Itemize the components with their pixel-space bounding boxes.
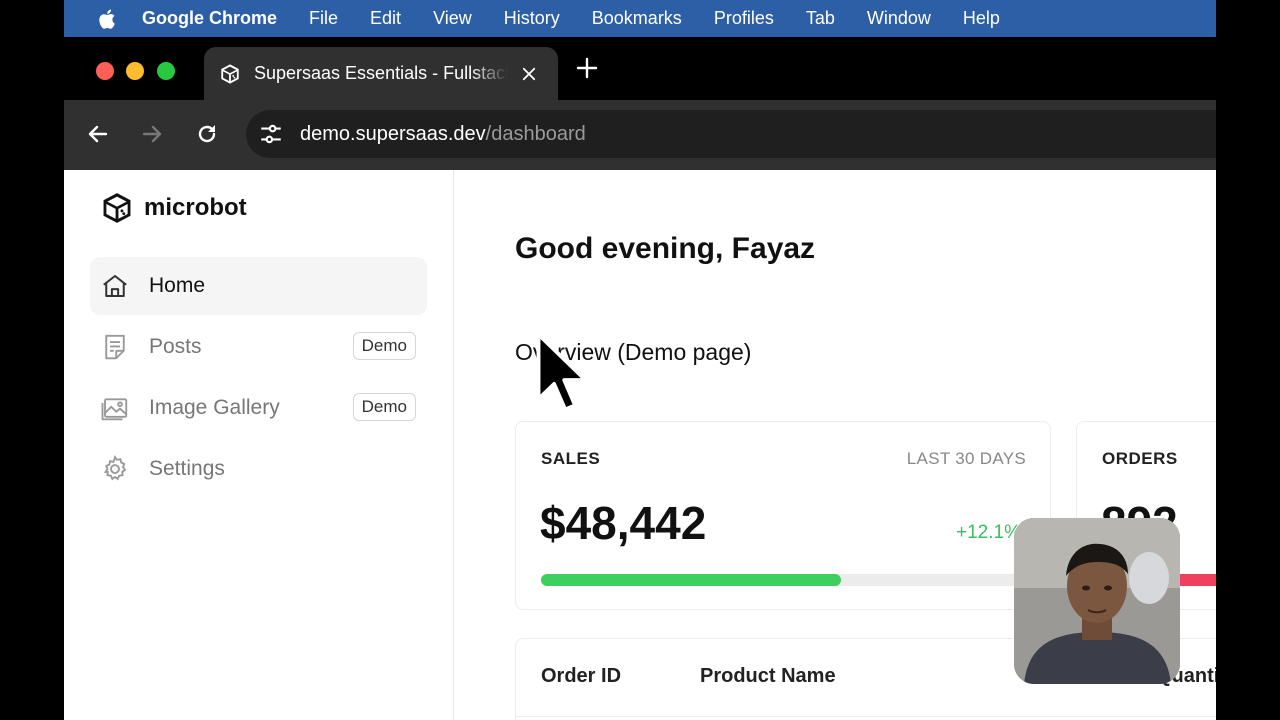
card-value: $48,442: [540, 497, 707, 549]
column-header-order-id[interactable]: Order ID: [541, 665, 622, 687]
menu-app-name[interactable]: Google Chrome: [142, 8, 278, 28]
url-path: /dashboard: [485, 122, 586, 145]
menu-help[interactable]: Help: [962, 8, 1000, 28]
cube-logo-icon: [103, 193, 131, 223]
table-divider: [516, 716, 1216, 717]
sales-card: SALES LAST 30 DAYS $48,442 +12.1%: [515, 421, 1051, 610]
reload-icon[interactable]: [195, 122, 219, 146]
menu-history[interactable]: History: [503, 8, 560, 28]
menu-edit[interactable]: Edit: [370, 8, 402, 28]
mouse-cursor-icon: [536, 332, 588, 412]
back-arrow-icon[interactable]: [86, 122, 110, 146]
webcam-overlay: [1014, 518, 1180, 684]
forward-arrow-icon[interactable]: [140, 122, 164, 146]
apple-logo-icon[interactable]: [94, 7, 122, 31]
card-label: ORDERS: [1102, 449, 1178, 468]
sidebar-item-posts[interactable]: Posts Demo: [90, 318, 427, 376]
close-tab-icon[interactable]: [520, 65, 538, 83]
sales-progress-bar: [541, 574, 1025, 586]
sidebar-item-label: Settings: [149, 457, 225, 480]
demo-badge: Demo: [352, 332, 416, 360]
cube-favicon-icon: [221, 63, 239, 84]
menu-file[interactable]: File: [309, 8, 339, 28]
sidebar-item-image-gallery[interactable]: Image Gallery Demo: [90, 379, 427, 437]
sales-progress-fill: [541, 574, 842, 586]
page-greeting: Good evening, Fayaz: [515, 232, 816, 265]
sidebar-item-label: Image Gallery: [149, 396, 280, 419]
browser-tab[interactable]: Supersaas Essentials - Fullstack Nuxt: [204, 47, 558, 100]
minimize-window-button[interactable]: [126, 62, 144, 80]
site-settings-icon[interactable]: [258, 121, 284, 147]
brand-name: microbot: [144, 194, 247, 221]
close-window-button[interactable]: [96, 62, 114, 80]
app-sidebar: microbot Home Posts Demo Image Gallery D…: [64, 170, 454, 720]
brand[interactable]: microbot: [100, 191, 247, 225]
menu-bookmarks[interactable]: Bookmarks: [591, 8, 682, 28]
address-bar[interactable]: demo.supersaas.dev/dashboard: [246, 110, 1216, 158]
zoom-window-button[interactable]: [157, 62, 175, 80]
document-icon: [105, 334, 125, 360]
tab-title: Supersaas Essentials - Fullstack Nuxt: [254, 63, 508, 83]
menu-window[interactable]: Window: [866, 8, 931, 28]
menu-profiles[interactable]: Profiles: [713, 8, 774, 28]
sidebar-item-settings[interactable]: Settings: [90, 440, 427, 498]
card-label: SALES: [541, 449, 601, 468]
screen-frame: Google Chrome File Edit View History Boo…: [64, 0, 1216, 720]
home-icon: [103, 275, 127, 297]
column-header-product-name[interactable]: Product Name: [700, 665, 836, 687]
url-host: demo.supersaas.dev: [300, 122, 486, 145]
sidebar-item-label: Home: [149, 274, 206, 297]
card-change: +12.1%: [956, 522, 1021, 543]
sidebar-item-label: Posts: [149, 335, 202, 358]
menu-tab[interactable]: Tab: [805, 8, 835, 28]
sidebar-item-home[interactable]: Home: [90, 257, 427, 315]
new-tab-plus-icon[interactable]: [575, 56, 599, 80]
mac-menubar: Google Chrome File Edit View History Boo…: [64, 0, 1216, 37]
gear-icon: [103, 455, 127, 481]
image-icon: [101, 398, 128, 421]
demo-badge: Demo: [352, 393, 416, 421]
card-range: LAST 30 DAYS: [906, 449, 1026, 468]
presenter-video-icon: [1014, 518, 1180, 684]
letterbox-right: [1216, 0, 1280, 720]
menu-view[interactable]: View: [433, 8, 472, 28]
